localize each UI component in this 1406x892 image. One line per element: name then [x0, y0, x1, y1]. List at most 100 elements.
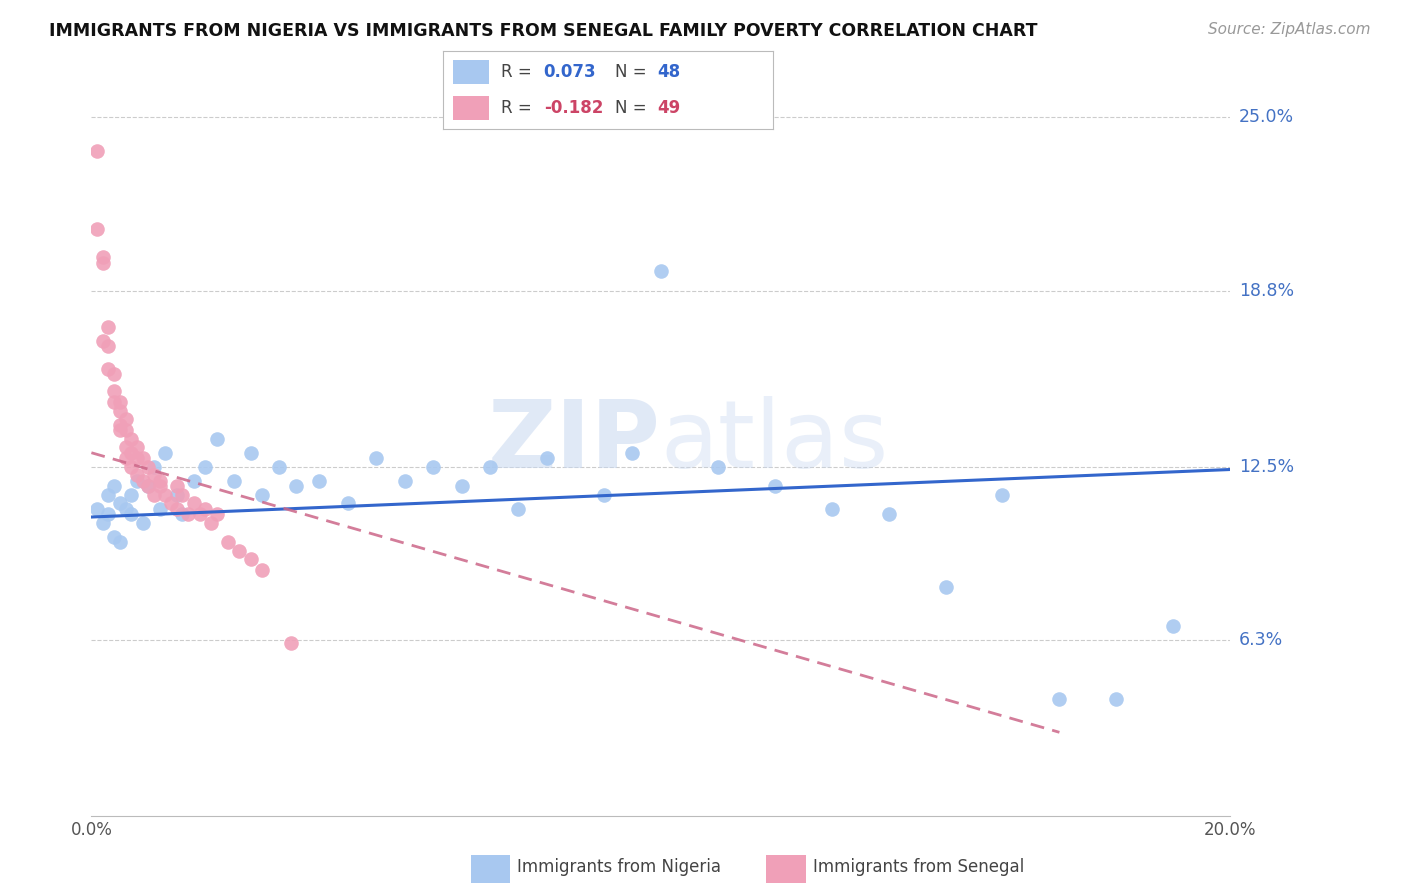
Point [593, 488, 616, 502]
Point [991, 488, 1014, 502]
Point [108, 496, 131, 510]
Point [239, 552, 262, 566]
Point [205, 507, 228, 521]
Point [280, 636, 302, 650]
Point [934, 580, 956, 594]
Point [308, 474, 330, 488]
Text: 12.5%: 12.5% [1239, 458, 1294, 475]
Bar [453, 61, 489, 84]
Point [228, 543, 250, 558]
Point [1049, 691, 1071, 706]
Text: 6.3%: 6.3% [1239, 631, 1284, 649]
Point [149, 501, 172, 516]
Point [269, 459, 291, 474]
Text: 18.8%: 18.8% [1239, 282, 1294, 300]
Point [103, 479, 125, 493]
Point [394, 474, 416, 488]
Point [138, 479, 160, 493]
Point [125, 451, 148, 466]
Point [120, 446, 142, 460]
Point [108, 417, 131, 432]
Point [364, 451, 387, 466]
Point [877, 507, 900, 521]
Text: ZIP: ZIP [488, 395, 661, 488]
Text: Source: ZipAtlas.com: Source: ZipAtlas.com [1208, 22, 1371, 37]
Point [177, 507, 200, 521]
Point [478, 459, 502, 474]
Point [536, 451, 558, 466]
Text: Immigrants from Nigeria: Immigrants from Nigeria [517, 858, 721, 876]
Point [125, 468, 148, 483]
Point [508, 501, 530, 516]
Point [103, 395, 125, 409]
Text: atlas: atlas [661, 395, 889, 488]
Text: Immigrants from Senegal: Immigrants from Senegal [813, 858, 1024, 876]
Point [114, 412, 136, 426]
Point [108, 423, 131, 437]
Text: IMMIGRANTS FROM NIGERIA VS IMMIGRANTS FROM SENEGAL FAMILY POVERTY CORRELATION CH: IMMIGRANTS FROM NIGERIA VS IMMIGRANTS FR… [49, 22, 1038, 40]
Point [166, 479, 188, 493]
Point [222, 474, 245, 488]
Point [422, 459, 444, 474]
Point [200, 516, 222, 530]
Point [138, 459, 160, 474]
Text: 0.073: 0.073 [544, 63, 596, 81]
Point [91, 255, 114, 269]
Text: 25.0%: 25.0% [1239, 108, 1294, 127]
Text: R =: R = [501, 63, 531, 81]
Point [205, 432, 228, 446]
Point [91, 334, 114, 348]
Point [131, 516, 153, 530]
Point [114, 423, 136, 437]
Point [120, 488, 142, 502]
Point [125, 440, 148, 454]
Point [97, 362, 120, 376]
Point [138, 479, 160, 493]
Point [86, 222, 108, 236]
Text: R =: R = [501, 99, 531, 117]
Point [103, 368, 125, 382]
Point [706, 459, 728, 474]
Bar [453, 96, 489, 120]
Point [97, 507, 120, 521]
Point [131, 474, 153, 488]
Point [86, 501, 108, 516]
Point [97, 319, 120, 334]
Point [166, 488, 188, 502]
Point [285, 479, 308, 493]
Point [108, 395, 131, 409]
Text: -0.182: -0.182 [544, 99, 603, 117]
Point [143, 459, 166, 474]
Point [250, 563, 273, 577]
Point [149, 479, 172, 493]
Point [1105, 691, 1128, 706]
Point [621, 446, 644, 460]
Point [650, 264, 672, 278]
Text: N =: N = [614, 99, 647, 117]
Point [114, 451, 136, 466]
Point [120, 507, 142, 521]
Point [183, 496, 205, 510]
Point [120, 459, 142, 474]
Point [160, 496, 183, 510]
Point [194, 459, 217, 474]
Text: 49: 49 [658, 99, 681, 117]
Point [108, 404, 131, 418]
Point [86, 144, 108, 158]
Point [217, 535, 239, 549]
Point [155, 488, 177, 502]
Point [820, 501, 842, 516]
Point [143, 468, 166, 483]
Point [103, 530, 125, 544]
Point [120, 432, 142, 446]
Point [114, 501, 136, 516]
Point [172, 507, 194, 521]
Point [143, 488, 166, 502]
Text: 48: 48 [658, 63, 681, 81]
Point [155, 446, 177, 460]
Text: N =: N = [614, 63, 647, 81]
Point [250, 488, 273, 502]
Point [131, 451, 153, 466]
Point [108, 535, 131, 549]
Point [149, 474, 172, 488]
